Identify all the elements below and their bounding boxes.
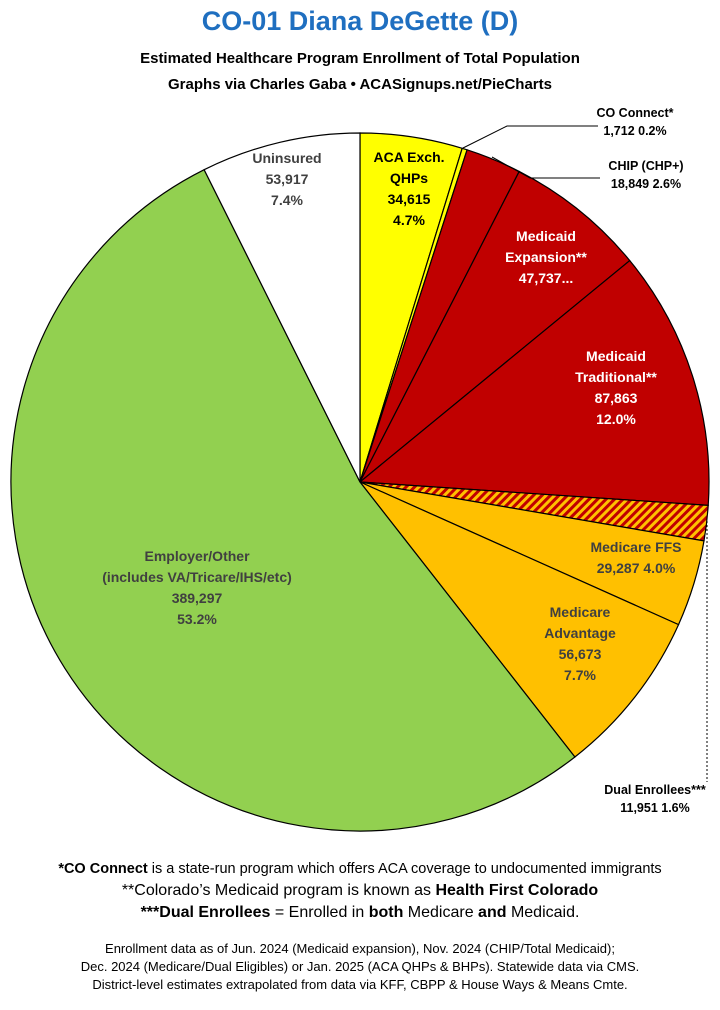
slice-label-line: 7.4%	[271, 192, 303, 208]
source-line: Dec. 2024 (Medicare/Dual Eligibles) or J…	[80, 959, 640, 974]
slice-uninsured	[203, 132, 361, 483]
leader-line-chip	[491, 156, 600, 179]
slice-label-line: Traditional**	[575, 369, 657, 385]
slice-mexp	[359, 170, 631, 483]
footnote-medicaid: **Colorado’s Medicaid program is known a…	[121, 882, 599, 899]
slice-label-line: 11,951 1.6%	[620, 801, 690, 815]
footnote-dual: ***Dual Enrollees = Enrolled in both Med…	[140, 904, 580, 921]
source-line: Enrollment data as of Jun. 2024 (Medicai…	[105, 941, 615, 956]
slice-label-line: 29,287 4.0%	[597, 560, 676, 576]
slice-label-line: ACA Exch.	[373, 149, 444, 165]
slice-label-line: 18,849 2.6%	[611, 177, 681, 191]
leader-lines	[462, 125, 708, 782]
chart-credit: Graphs via Charles Gaba • ACASignups.net…	[168, 76, 552, 93]
slice-madv	[359, 481, 680, 758]
slice-label-line: 12.0%	[596, 411, 636, 427]
footnotes: *CO Connect is a state-run program which…	[0, 858, 720, 924]
slice-label-line: Employer/Other	[144, 548, 250, 564]
slice-label-line: Expansion**	[505, 249, 587, 265]
slice-label-line: Uninsured	[252, 150, 321, 166]
slice-label-line: Medicaid	[586, 348, 646, 364]
slice-label-line: (includes VA/Tricare/IHS/etc)	[102, 569, 292, 585]
slice-label-line: 47,737...	[519, 270, 574, 286]
slice-label-aca: ACA Exch. QHPs 34,615 4.7%	[373, 149, 444, 228]
slice-label-line: 389,297	[172, 590, 223, 606]
slice-label-line: 53,917	[266, 171, 309, 187]
slice-label-line: Advantage	[544, 625, 616, 641]
slice-employer	[10, 168, 576, 832]
slice-label-madv: Medicare Advantage 56,673 7.7%	[544, 604, 616, 683]
slice-label-line: 4.7%	[393, 212, 425, 228]
slice-label-line: CHIP (CHP+)	[608, 159, 683, 173]
leader-line-coconnect	[462, 125, 598, 149]
slice-label-line: 53.2%	[177, 611, 217, 627]
slice-label-line: 87,863	[595, 390, 638, 406]
pie-slices	[10, 132, 710, 832]
slice-label-uninsured: Uninsured 53,917 7.4%	[252, 150, 321, 208]
slice-label-mexp: Medicaid Expansion** 47,737...	[505, 228, 587, 286]
slice-label-line: Dual Enrollees***	[604, 783, 706, 797]
slice-label-employer: Employer/Other (includes VA/Tricare/IHS/e…	[102, 548, 292, 627]
chart-title: CO-01 Diana DeGette (D)	[201, 6, 519, 36]
slice-label-chip: CHIP (CHP+) 18,849 2.6%	[608, 159, 683, 191]
chart-subtitle: Estimated Healthcare Program Enrollment …	[140, 50, 580, 67]
slice-label-line: Medicare	[550, 604, 611, 620]
slice-label-mffs: Medicare FFS 29,287 4.0%	[590, 539, 681, 576]
slice-labels: ACA Exch. QHPs 34,615 4.7% CO Connect* 1,712 …	[102, 106, 706, 815]
slice-label-line: 1,712 0.2%	[603, 124, 666, 138]
source-line: District-level estimates extrapolated fr…	[92, 977, 628, 992]
slice-mtrad	[358, 259, 710, 506]
pie-chart: ACA Exch. QHPs 34,615 4.7% CO Connect* 1,712 …	[10, 106, 710, 832]
slice-label-dual: Dual Enrollees*** 11,951 1.6%	[604, 783, 706, 815]
slice-label-mtrad: Medicaid Traditional** 87,863 12.0%	[575, 348, 657, 427]
slice-label-line: 7.7%	[564, 667, 596, 683]
footnote-co-connect: *CO Connect is a state-run program which…	[58, 861, 662, 877]
slice-label-line: Medicaid	[516, 228, 576, 244]
slice-label-coconnect: CO Connect* 1,712 0.2%	[596, 106, 673, 138]
slice-label-line: 34,615	[388, 191, 431, 207]
slice-label-line: QHPs	[390, 170, 428, 186]
slice-label-line: CO Connect*	[596, 106, 673, 120]
slice-label-line: Medicare FFS	[590, 539, 681, 555]
data-sources: Enrollment data as of Jun. 2024 (Medicai…	[0, 940, 720, 994]
slice-label-line: 56,673	[559, 646, 602, 662]
